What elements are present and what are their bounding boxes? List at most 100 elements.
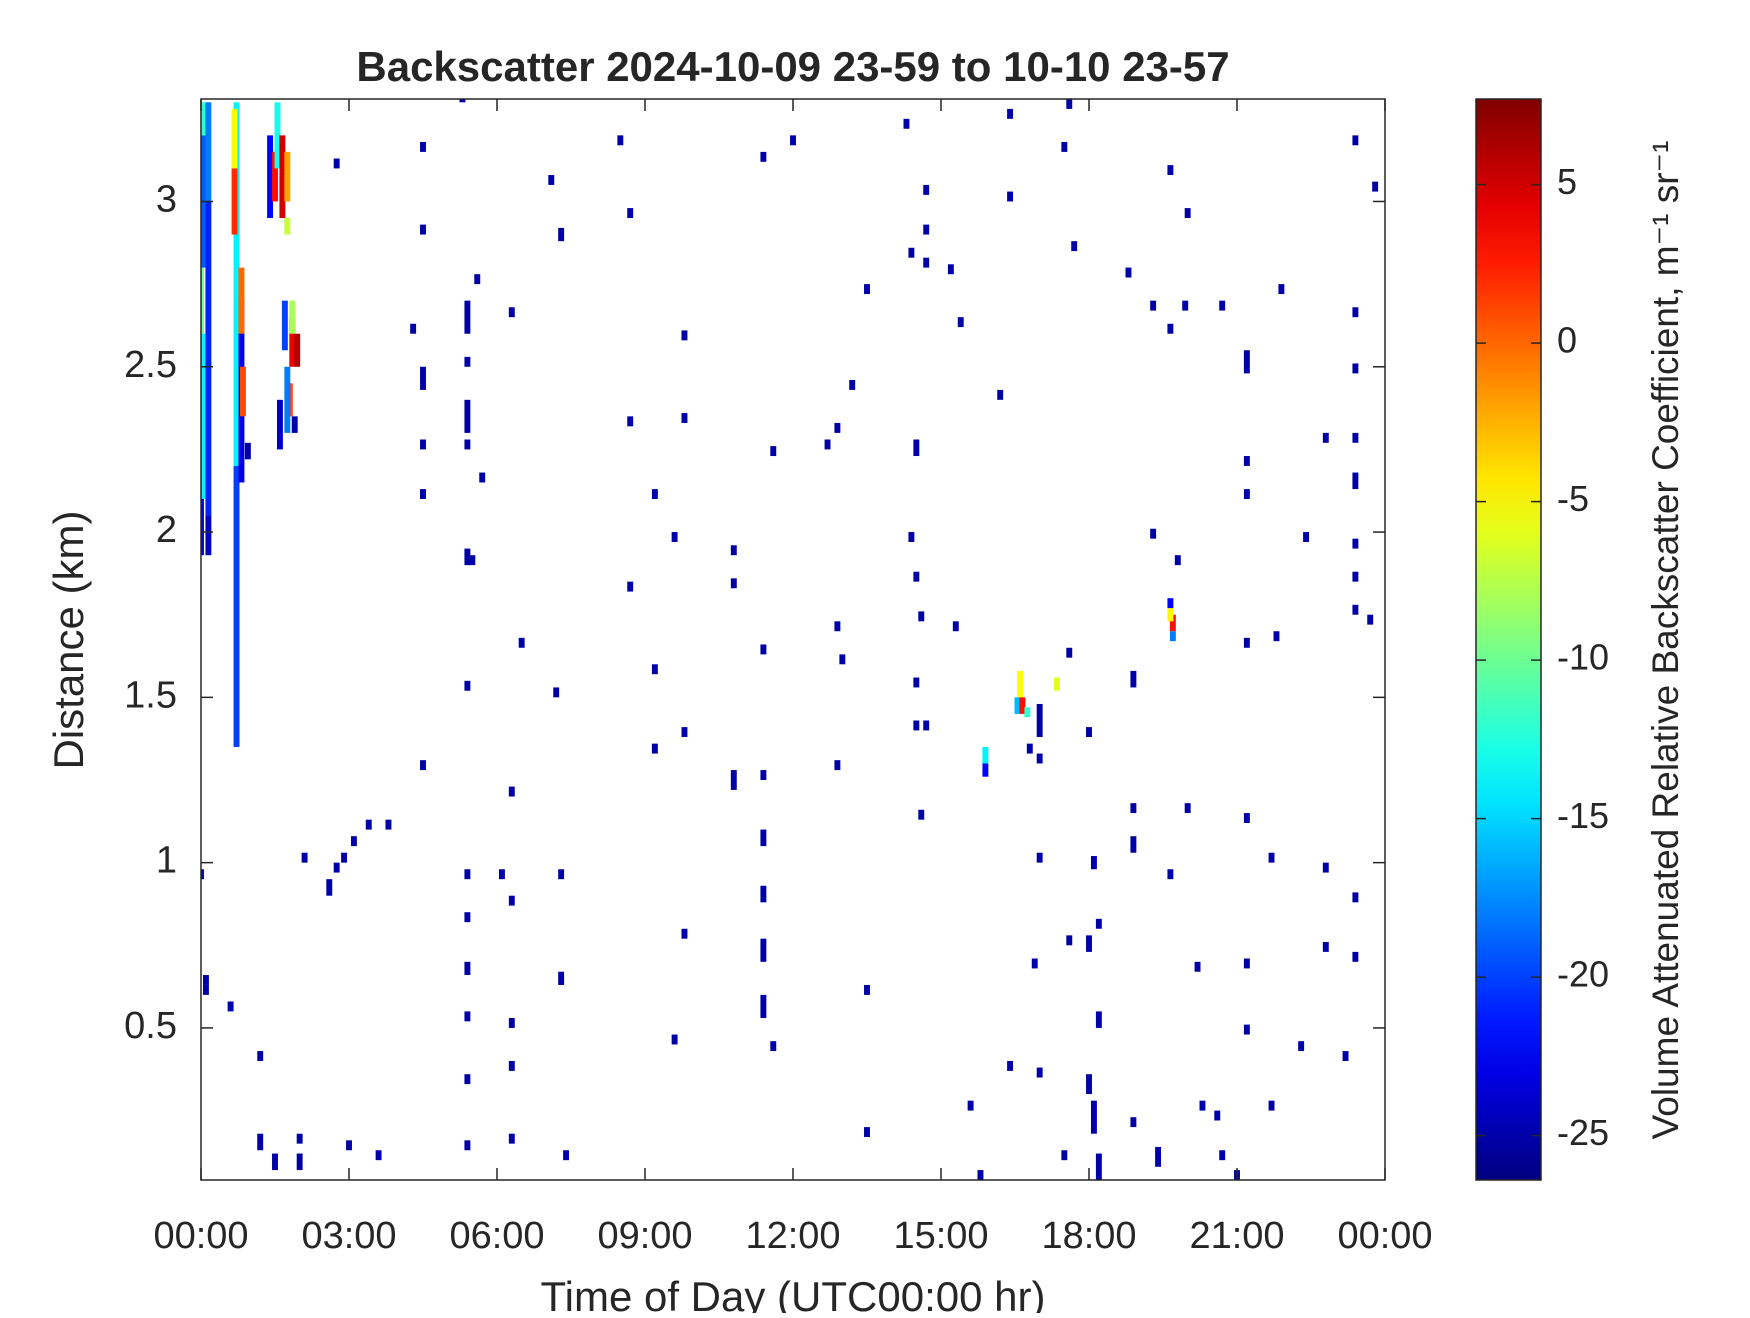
heatmap-cell [1243, 1024, 1250, 1035]
heatmap-cell [333, 862, 340, 873]
heatmap-cell [301, 852, 308, 863]
heatmap-cell [1086, 935, 1092, 952]
heatmap-cell [1268, 852, 1275, 863]
heatmap-cell [558, 971, 565, 985]
heatmap-cell [464, 1140, 471, 1151]
heatmap-cell [284, 151, 291, 202]
colorbar-tick-label: -25 [1557, 1112, 1609, 1153]
heatmap-cell [770, 1041, 777, 1052]
heatmap-cell [1243, 958, 1250, 969]
heatmap-cell [681, 727, 688, 738]
heatmap-cell [1130, 803, 1137, 814]
heatmap-cell [420, 489, 426, 500]
heatmap-cell [1095, 1011, 1102, 1028]
heatmap-cell [839, 654, 846, 665]
heatmap-cell [558, 227, 565, 242]
heatmap-cell [464, 1074, 471, 1085]
heatmap-cell [238, 267, 245, 334]
heatmap-cell [627, 416, 634, 427]
heatmap-cell [760, 829, 767, 847]
heatmap-cell [346, 1140, 352, 1151]
heatmap-cell [730, 545, 737, 556]
heatmap-cell [464, 399, 471, 433]
heatmap-cell [1352, 472, 1359, 490]
heatmap-cell [284, 366, 291, 433]
heatmap-cell [1303, 532, 1310, 542]
heatmap-cell [913, 439, 920, 457]
heatmap-cell [1036, 753, 1043, 764]
heatmap-cell [952, 621, 959, 632]
heatmap-cell [508, 1060, 515, 1071]
heatmap-cell [205, 201, 212, 516]
heatmap-cell [281, 300, 288, 351]
heatmap-cell [1243, 350, 1250, 374]
heatmap-cell [375, 1150, 382, 1161]
heatmap-cell [1036, 703, 1043, 738]
x-tick-label: 12:00 [745, 1215, 840, 1257]
heatmap-cell [276, 399, 283, 450]
heatmap-cell [1061, 1150, 1068, 1161]
heatmap-cell [1367, 614, 1374, 625]
heatmap-cell [239, 366, 246, 417]
colorbar-tick-label: 0 [1557, 320, 1577, 361]
heatmap-cell [420, 224, 426, 235]
y-tick-label: 3 [156, 179, 177, 221]
heatmap-cell [1273, 631, 1280, 642]
heatmap-cell [1243, 637, 1250, 648]
heatmap-cell [627, 208, 634, 219]
heatmap-cell [923, 224, 930, 235]
heatmap-cell [1194, 961, 1201, 972]
heatmap-cell [617, 135, 624, 146]
x-tick-label: 09:00 [597, 1215, 692, 1257]
x-tick-label: 00:00 [153, 1215, 248, 1257]
heatmap-cell [459, 99, 466, 103]
heatmap-cell [1322, 432, 1329, 443]
heatmap-cell [1352, 363, 1359, 374]
heatmap-cell [1007, 108, 1014, 119]
heatmap-cell [1095, 1153, 1102, 1180]
heatmap-cell [923, 184, 930, 195]
x-tick-label: 15:00 [893, 1215, 988, 1257]
heatmap-cell [508, 786, 515, 797]
heatmap-cell [824, 439, 831, 450]
heatmap-cell [1322, 941, 1329, 952]
heatmap-cell [651, 489, 658, 500]
heatmap-cell [410, 323, 417, 334]
heatmap-cell [1130, 836, 1137, 853]
heatmap-cell [1007, 191, 1014, 202]
heatmap-cell [1174, 555, 1181, 566]
y-axis-label: Distance (km) [45, 510, 92, 769]
heatmap-cell [1322, 862, 1329, 873]
heatmap-cell [558, 869, 565, 880]
heatmap-cell [651, 743, 658, 754]
heatmap-cell [834, 621, 841, 632]
heatmap-cell [205, 102, 212, 202]
plot-frame [200, 98, 1386, 1181]
heatmap-cell [1086, 727, 1092, 738]
heatmap-cell [849, 379, 856, 390]
colorbar [1476, 99, 1541, 1180]
heatmap-cell [627, 581, 634, 592]
heatmap-cell [1167, 869, 1174, 880]
heatmap-cell [1090, 856, 1097, 870]
heatmap-cell [508, 1018, 515, 1028]
colorbar-tick-label: -20 [1557, 954, 1609, 995]
heatmap-cell [1352, 538, 1359, 549]
heatmap-cell [202, 984, 209, 995]
heatmap-cell [464, 439, 471, 450]
heatmap-cell [1014, 697, 1021, 714]
heatmap-cell [1026, 743, 1033, 754]
heatmap-cell [760, 770, 767, 780]
heatmap-cell [1036, 852, 1043, 863]
heatmap-cell [257, 1133, 264, 1151]
heatmap-cell [864, 284, 870, 295]
chart-title: Backscatter 2024-10-09 23-59 to 10-10 23… [356, 43, 1229, 90]
heatmap-cell [1342, 1051, 1349, 1061]
heatmap-cell [201, 102, 207, 136]
heatmap-cell [498, 869, 505, 880]
heatmap-cell [760, 885, 767, 903]
heatmap-cell [918, 809, 925, 820]
heatmap-cell [1352, 951, 1359, 962]
heatmap-cell [834, 760, 841, 771]
